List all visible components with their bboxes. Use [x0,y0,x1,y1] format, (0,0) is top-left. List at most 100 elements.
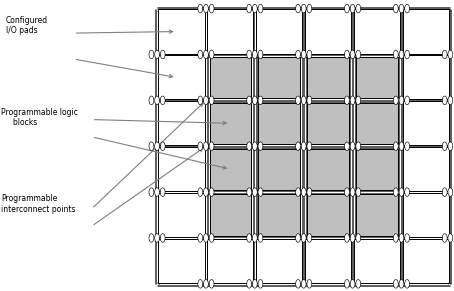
Ellipse shape [399,142,404,150]
Text: Configured
I/O pads: Configured I/O pads [6,16,48,35]
Ellipse shape [394,50,398,59]
Ellipse shape [350,4,355,13]
Bar [210,148,251,190]
Ellipse shape [203,4,208,13]
Ellipse shape [350,142,355,150]
Ellipse shape [209,142,214,150]
Ellipse shape [405,4,410,13]
Bar [356,194,398,236]
Bar [258,57,300,98]
Ellipse shape [247,188,252,196]
Bar [403,55,449,100]
Ellipse shape [160,188,165,196]
Bar [158,55,205,100]
Bar [158,239,205,283]
Ellipse shape [356,280,360,288]
Ellipse shape [252,50,257,59]
Bar [305,10,351,54]
Ellipse shape [149,142,154,150]
Ellipse shape [356,4,360,13]
Bar [256,239,302,283]
Bar [258,103,300,144]
Ellipse shape [345,234,350,242]
Ellipse shape [301,4,306,13]
Ellipse shape [405,142,410,150]
Ellipse shape [247,96,252,105]
Ellipse shape [247,4,252,13]
Ellipse shape [301,96,306,105]
Ellipse shape [203,50,208,59]
Ellipse shape [247,280,252,288]
Ellipse shape [155,142,159,150]
Ellipse shape [301,234,306,242]
Bar [403,101,449,146]
Ellipse shape [301,280,306,288]
Ellipse shape [209,50,214,59]
Bar [258,194,300,236]
Ellipse shape [350,280,355,288]
Ellipse shape [307,142,312,150]
Bar [356,103,398,144]
Ellipse shape [394,188,398,196]
Bar [207,239,253,283]
Ellipse shape [345,96,350,105]
Ellipse shape [252,188,257,196]
Ellipse shape [296,4,301,13]
Bar [354,239,400,283]
Bar [403,10,449,54]
Ellipse shape [203,188,208,196]
Bar [356,148,398,190]
Ellipse shape [203,96,208,105]
Ellipse shape [301,142,306,150]
Ellipse shape [307,4,312,13]
Ellipse shape [149,188,154,196]
Ellipse shape [296,50,301,59]
Bar [305,239,351,283]
Ellipse shape [307,280,312,288]
Ellipse shape [405,50,410,59]
Ellipse shape [155,96,159,105]
Ellipse shape [209,96,214,105]
Ellipse shape [296,96,301,105]
Ellipse shape [149,96,154,105]
Ellipse shape [345,50,350,59]
Bar [210,103,251,144]
Ellipse shape [203,234,208,242]
Ellipse shape [252,280,257,288]
Ellipse shape [296,280,301,288]
Ellipse shape [399,4,404,13]
Bar [158,10,205,54]
Ellipse shape [307,188,312,196]
Ellipse shape [252,142,257,150]
Ellipse shape [399,50,404,59]
Ellipse shape [258,234,263,242]
Ellipse shape [258,188,263,196]
Ellipse shape [149,234,154,242]
Ellipse shape [307,50,312,59]
Ellipse shape [198,142,203,150]
Ellipse shape [258,96,263,105]
Ellipse shape [442,96,447,105]
Text: Programmable
interconnect points: Programmable interconnect points [1,194,76,214]
Ellipse shape [448,96,453,105]
Ellipse shape [356,188,360,196]
Bar [307,148,349,190]
Ellipse shape [160,142,165,150]
Ellipse shape [198,280,203,288]
Ellipse shape [399,280,404,288]
Bar [158,193,205,237]
Bar [307,103,349,144]
Ellipse shape [296,234,301,242]
Ellipse shape [258,50,263,59]
Ellipse shape [247,234,252,242]
Ellipse shape [258,142,263,150]
Ellipse shape [301,50,306,59]
Bar [158,101,205,146]
Bar [258,148,300,190]
Ellipse shape [394,280,398,288]
Ellipse shape [399,96,404,105]
Ellipse shape [209,234,214,242]
Ellipse shape [345,142,350,150]
Ellipse shape [198,4,203,13]
Ellipse shape [399,188,404,196]
